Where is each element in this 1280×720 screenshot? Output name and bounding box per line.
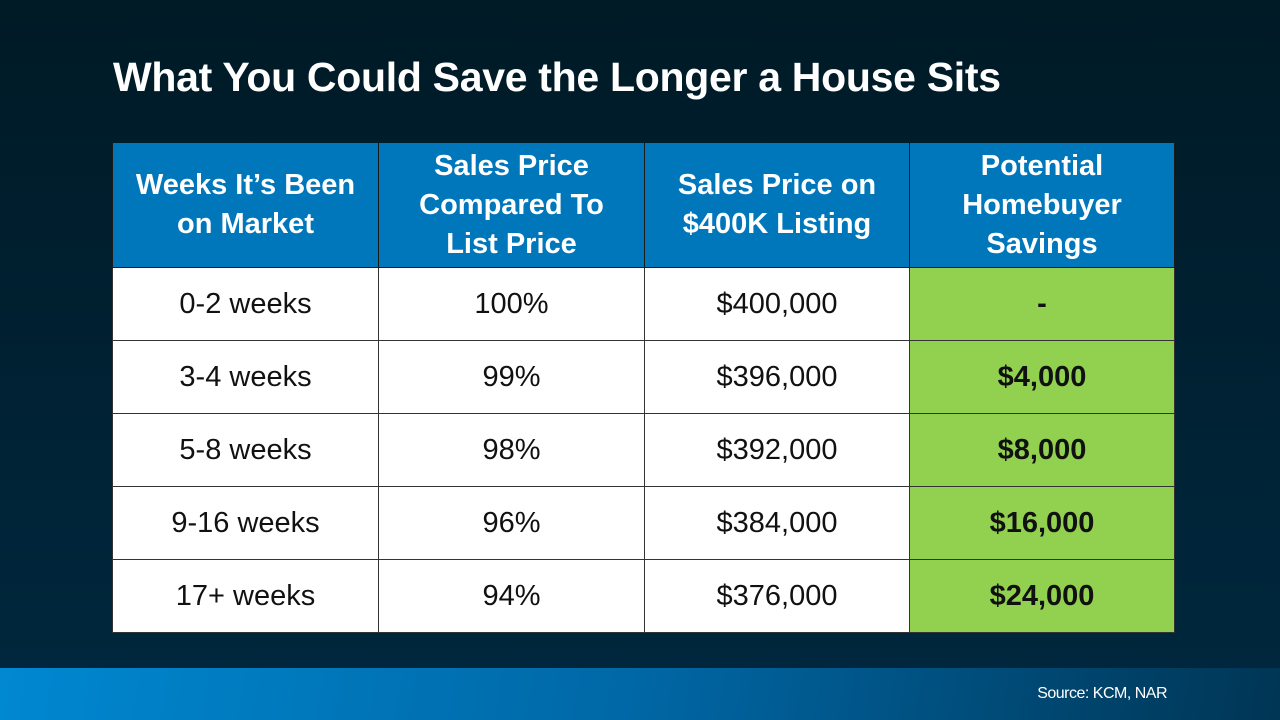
table-row: 5-8 weeks 98% $392,000 $8,000 [112,413,1175,487]
cell-weeks: 9-16 weeks [112,486,379,560]
header-weeks: Weeks It’s Been on Market [112,143,379,268]
savings-table: Weeks It’s Been on Market Sales Price Co… [112,143,1175,633]
table-row: 3-4 weeks 99% $396,000 $4,000 [112,340,1175,414]
cell-savings: $24,000 [909,559,1175,633]
cell-savings: $16,000 [909,486,1175,560]
cell-price: $392,000 [644,413,910,487]
table-row: 9-16 weeks 96% $384,000 $16,000 [112,486,1175,560]
cell-price: $400,000 [644,267,910,341]
cell-savings: - [909,267,1175,341]
header-sales-price: Sales Price on $400K Listing [644,143,910,268]
footer-bar: Source: KCM, NAR [0,668,1280,720]
cell-weeks: 17+ weeks [112,559,379,633]
cell-price: $384,000 [644,486,910,560]
cell-price: $396,000 [644,340,910,414]
cell-ratio: 94% [378,559,645,633]
slide-title: What You Could Save the Longer a House S… [113,54,1001,100]
table-row: 17+ weeks 94% $376,000 $24,000 [112,559,1175,633]
cell-ratio: 96% [378,486,645,560]
header-savings: Potential Homebuyer Savings [909,143,1175,268]
table-row: 0-2 weeks 100% $400,000 - [112,267,1175,341]
cell-weeks: 5-8 weeks [112,413,379,487]
cell-ratio: 100% [378,267,645,341]
table-header-row: Weeks It’s Been on Market Sales Price Co… [112,143,1175,268]
cell-price: $376,000 [644,559,910,633]
cell-weeks: 0-2 weeks [112,267,379,341]
cell-ratio: 99% [378,340,645,414]
source-note: Source: KCM, NAR [1037,685,1167,702]
cell-savings: $4,000 [909,340,1175,414]
cell-ratio: 98% [378,413,645,487]
cell-weeks: 3-4 weeks [112,340,379,414]
cell-savings: $8,000 [909,413,1175,487]
header-price-ratio: Sales Price Compared To List Price [378,143,645,268]
